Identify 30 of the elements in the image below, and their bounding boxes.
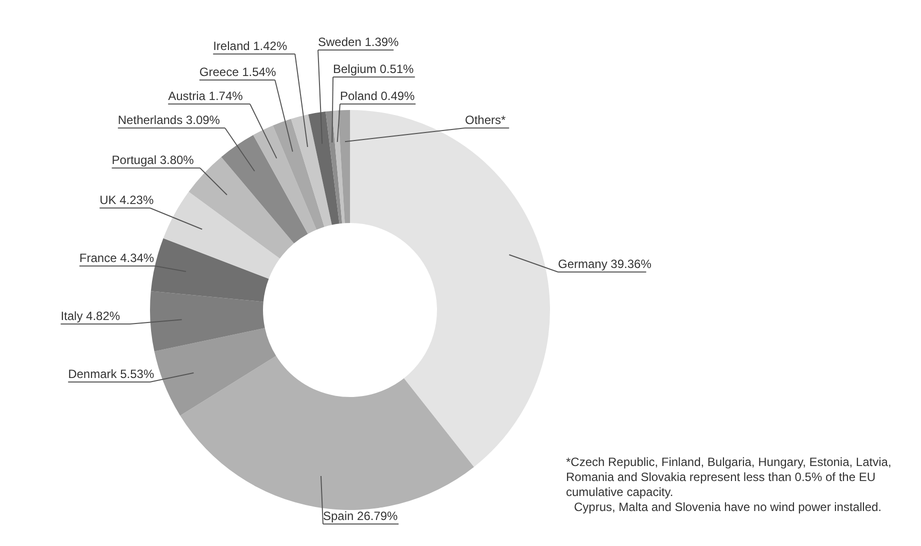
donut-slice <box>180 356 474 510</box>
slice-label: France 4.34% <box>79 251 154 265</box>
donut-slice <box>338 110 350 224</box>
donut-slice <box>308 112 340 225</box>
donut-slice <box>332 110 345 224</box>
slice-label: Austria 1.74% <box>168 89 244 103</box>
slice-label: Ireland 1.42% <box>213 39 288 53</box>
slice-label: Sweden 1.39% <box>318 35 400 49</box>
slice-label: Netherlands 3.09% <box>118 113 220 127</box>
donut-slice <box>150 291 265 352</box>
donut-slice <box>272 118 324 230</box>
slice-label: Belgium 0.51% <box>333 62 414 76</box>
donut-slice <box>350 110 550 467</box>
slice-label: UK 4.23% <box>100 193 154 207</box>
donut-slice <box>221 134 308 244</box>
slice-label: Spain 26.79% <box>323 509 398 523</box>
slice-label: Poland 0.49% <box>340 89 416 103</box>
slice-label: Denmark 5.53% <box>68 367 154 381</box>
text: Cyprus, Malta and Slovenia have no wind power installed. <box>573 500 883 515</box>
slice-label: Others* <box>465 113 506 127</box>
text: *Czech Republic, Finland, Bulgaria, Hungary, Estonia, Latvia, Romania and Slovakia represent less than 0.5% of the EU cumulative capacity. <box>566 455 892 500</box>
slice-label: Germany 39.36% <box>558 257 652 271</box>
donut-slice <box>326 110 342 224</box>
donut-slice <box>253 125 316 234</box>
slice-label: Greece 1.54% <box>199 65 276 79</box>
slice-label: Portugal 3.80% <box>112 153 194 167</box>
donut-slice <box>291 114 332 227</box>
donut-slice <box>154 328 276 416</box>
donut-slice <box>163 192 280 279</box>
slice-label: Italy 4.82% <box>60 309 120 323</box>
